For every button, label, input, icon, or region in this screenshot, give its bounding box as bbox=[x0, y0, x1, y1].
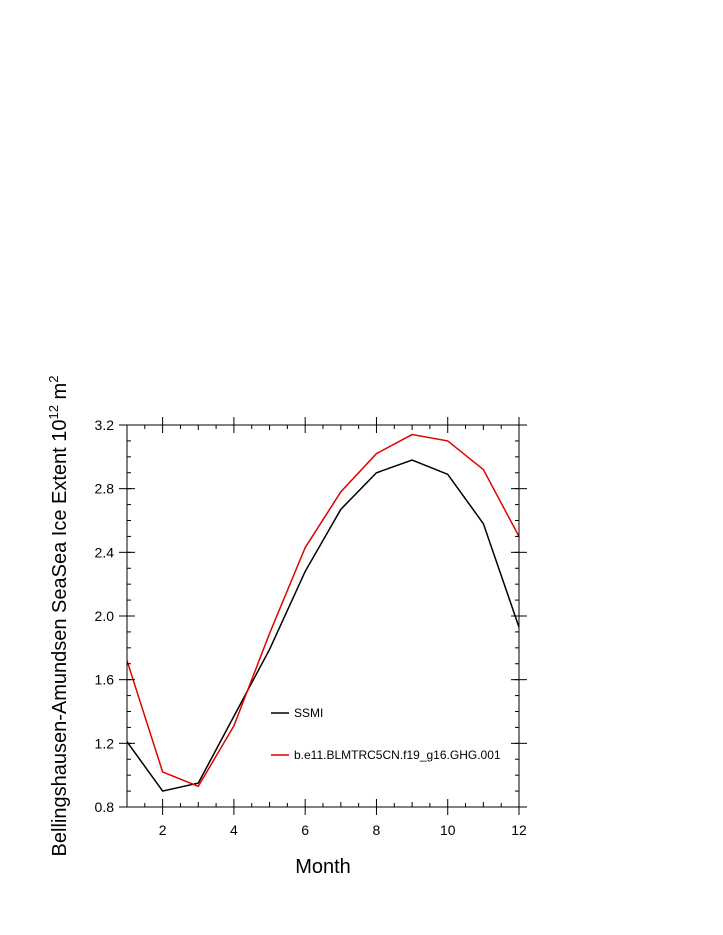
x-tick-label: 12 bbox=[511, 822, 527, 838]
y-axis-title-main: Bellingshausen-Amundsen SeaSea Ice Exten… bbox=[49, 419, 71, 856]
y-tick-label: 2.0 bbox=[95, 608, 115, 624]
x-axis-title: Month bbox=[295, 856, 351, 878]
y-axis-title-unit: m bbox=[49, 383, 71, 405]
x-tick-label: 4 bbox=[230, 822, 238, 838]
y-tick-label: 3.2 bbox=[95, 417, 115, 433]
y-axis-title-unit-exponent: 2 bbox=[46, 376, 61, 383]
y-tick-label: 2.4 bbox=[95, 544, 115, 560]
x-tick-label: 10 bbox=[440, 822, 456, 838]
y-tick-label: 2.8 bbox=[95, 481, 115, 497]
legend-label-1: SSMI bbox=[294, 706, 323, 720]
y-axis-title: Bellingshausen-Amundsen SeaSea Ice Exten… bbox=[46, 376, 71, 857]
series-line-2 bbox=[127, 433, 519, 788]
legend-label-2: b.e11.BLMTRC5CN.f19_g16.GHG.001 bbox=[294, 748, 501, 762]
x-tick-label: 6 bbox=[301, 822, 309, 838]
y-tick-label: 1.2 bbox=[95, 735, 115, 751]
y-tick-label: 1.6 bbox=[95, 672, 115, 688]
series-line-1 bbox=[127, 459, 519, 792]
y-tick-label: 0.8 bbox=[95, 799, 115, 815]
legend: SSMI b.e11.BLMTRC5CN.f19_g16.GHG.001 bbox=[271, 706, 501, 762]
x-tick-label: 2 bbox=[159, 822, 167, 838]
series-layer bbox=[127, 433, 519, 792]
x-tick-label: 8 bbox=[373, 822, 381, 838]
y-axis-title-exponent: 12 bbox=[46, 405, 61, 419]
ticks-layer: 2 4 6 8 10 12 0.8 1.2 1.6 2.0 2.4 2.8 3.2 bbox=[95, 417, 527, 838]
